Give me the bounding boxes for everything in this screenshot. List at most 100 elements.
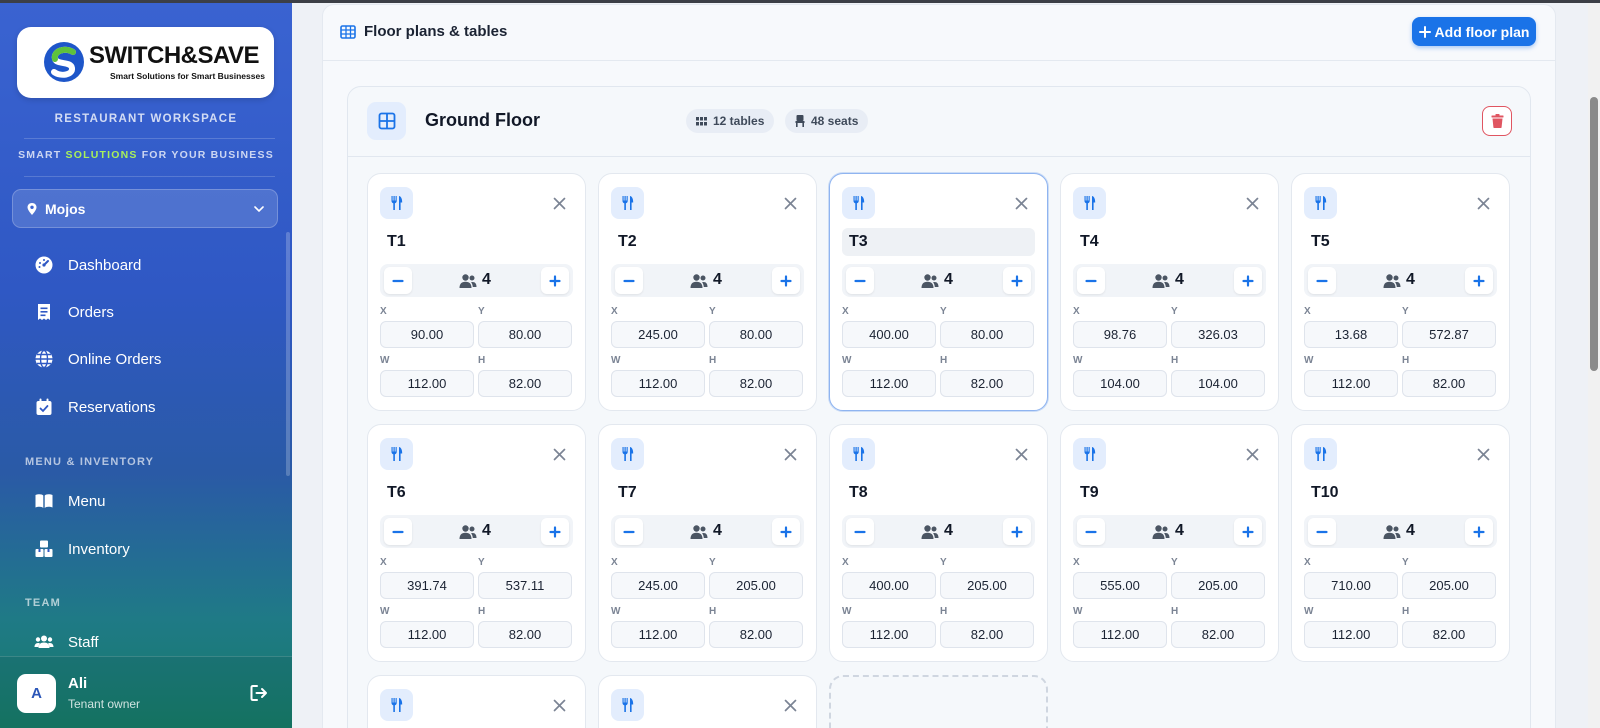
w-input[interactable]: 112.00 bbox=[1073, 621, 1167, 648]
y-input[interactable]: 80.00 bbox=[940, 321, 1034, 348]
close-icon[interactable] bbox=[1477, 448, 1490, 461]
delete-floor-button[interactable] bbox=[1482, 106, 1512, 136]
table-card[interactable]: T3 4 X Y 400.00 80.00 W H 112.00 82.00 bbox=[829, 173, 1048, 411]
table-card[interactable]: T10 4 X Y 710.00 205.00 W H 112.00 82.00 bbox=[1291, 424, 1510, 662]
increase-seats-button[interactable] bbox=[541, 267, 569, 294]
table-name-input[interactable]: T5 bbox=[1311, 233, 1330, 250]
close-icon[interactable] bbox=[553, 448, 566, 461]
increase-seats-button[interactable] bbox=[541, 518, 569, 545]
nav-staff[interactable]: Staff bbox=[34, 627, 99, 657]
w-input[interactable]: 112.00 bbox=[380, 621, 474, 648]
decrease-seats-button[interactable] bbox=[1308, 267, 1336, 294]
table-name-input[interactable]: T8 bbox=[849, 484, 868, 501]
table-name-input[interactable]: T1 bbox=[387, 233, 406, 250]
x-input[interactable]: 391.74 bbox=[380, 572, 474, 599]
increase-seats-button[interactable] bbox=[1465, 267, 1493, 294]
table-card[interactable] bbox=[367, 675, 586, 728]
h-input[interactable]: 82.00 bbox=[940, 370, 1034, 397]
close-icon[interactable] bbox=[553, 699, 566, 712]
close-icon[interactable] bbox=[784, 699, 797, 712]
x-input[interactable]: 400.00 bbox=[842, 321, 936, 348]
x-input[interactable]: 245.00 bbox=[611, 321, 705, 348]
avatar[interactable]: A bbox=[17, 674, 56, 713]
x-input[interactable]: 710.00 bbox=[1304, 572, 1398, 599]
h-input[interactable]: 82.00 bbox=[478, 621, 572, 648]
decrease-seats-button[interactable] bbox=[1077, 518, 1105, 545]
h-input[interactable]: 82.00 bbox=[709, 621, 803, 648]
y-input[interactable]: 80.00 bbox=[478, 321, 572, 348]
table-card[interactable]: T6 4 X Y 391.74 537.11 W H 112.00 82.00 bbox=[367, 424, 586, 662]
close-icon[interactable] bbox=[1246, 448, 1259, 461]
close-icon[interactable] bbox=[1477, 197, 1490, 210]
close-icon[interactable] bbox=[784, 197, 797, 210]
y-input[interactable]: 205.00 bbox=[1171, 572, 1265, 599]
x-input[interactable]: 555.00 bbox=[1073, 572, 1167, 599]
w-input[interactable]: 112.00 bbox=[611, 370, 705, 397]
w-input[interactable]: 112.00 bbox=[1304, 621, 1398, 648]
x-input[interactable]: 400.00 bbox=[842, 572, 936, 599]
close-icon[interactable] bbox=[784, 448, 797, 461]
y-input[interactable]: 537.11 bbox=[478, 572, 572, 599]
decrease-seats-button[interactable] bbox=[615, 518, 643, 545]
table-card[interactable]: T2 4 X Y 245.00 80.00 W H 112.00 82.00 bbox=[598, 173, 817, 411]
increase-seats-button[interactable] bbox=[1465, 518, 1493, 545]
y-input[interactable]: 205.00 bbox=[1402, 572, 1496, 599]
increase-seats-button[interactable] bbox=[1003, 267, 1031, 294]
nav-orders[interactable]: Orders bbox=[34, 297, 114, 327]
decrease-seats-button[interactable] bbox=[846, 267, 874, 294]
increase-seats-button[interactable] bbox=[1234, 518, 1262, 545]
table-name-input[interactable]: T4 bbox=[1080, 233, 1099, 250]
y-input[interactable]: 80.00 bbox=[709, 321, 803, 348]
location-select[interactable]: Mojos bbox=[12, 189, 278, 228]
add-floor-plan-button[interactable]: Add floor plan bbox=[1412, 17, 1536, 46]
decrease-seats-button[interactable] bbox=[384, 267, 412, 294]
decrease-seats-button[interactable] bbox=[1077, 267, 1105, 294]
h-input[interactable]: 82.00 bbox=[709, 370, 803, 397]
nav-menu[interactable]: Menu bbox=[34, 486, 106, 516]
x-input[interactable]: 98.76 bbox=[1073, 321, 1167, 348]
increase-seats-button[interactable] bbox=[772, 518, 800, 545]
h-input[interactable]: 82.00 bbox=[1171, 621, 1265, 648]
table-card[interactable] bbox=[598, 675, 817, 728]
add-table-placeholder[interactable] bbox=[829, 675, 1048, 728]
increase-seats-button[interactable] bbox=[1234, 267, 1262, 294]
table-name-input[interactable]: T7 bbox=[618, 484, 637, 501]
close-icon[interactable] bbox=[1015, 197, 1028, 210]
w-input[interactable]: 112.00 bbox=[380, 370, 474, 397]
close-icon[interactable] bbox=[1015, 448, 1028, 461]
x-input[interactable]: 245.00 bbox=[611, 572, 705, 599]
table-card[interactable]: T1 4 X Y 90.00 80.00 W H 112.00 82.00 bbox=[367, 173, 586, 411]
close-icon[interactable] bbox=[1246, 197, 1259, 210]
nav-reservations[interactable]: Reservations bbox=[34, 392, 156, 422]
table-card[interactable]: T5 4 X Y 13.68 572.87 W H 112.00 82.00 bbox=[1291, 173, 1510, 411]
w-input[interactable]: 112.00 bbox=[842, 621, 936, 648]
h-input[interactable]: 82.00 bbox=[478, 370, 572, 397]
h-input[interactable]: 82.00 bbox=[1402, 621, 1496, 648]
x-input[interactable]: 13.68 bbox=[1304, 321, 1398, 348]
decrease-seats-button[interactable] bbox=[1308, 518, 1336, 545]
table-card[interactable]: T4 4 X Y 98.76 326.03 W H 104.00 104.00 bbox=[1060, 173, 1279, 411]
h-input[interactable]: 82.00 bbox=[1402, 370, 1496, 397]
increase-seats-button[interactable] bbox=[1003, 518, 1031, 545]
table-name-input[interactable]: T3 bbox=[842, 228, 1035, 256]
close-icon[interactable] bbox=[553, 197, 566, 210]
w-input[interactable]: 112.00 bbox=[1304, 370, 1398, 397]
nav-dashboard[interactable]: Dashboard bbox=[34, 250, 141, 280]
y-input[interactable]: 326.03 bbox=[1171, 321, 1265, 348]
y-input[interactable]: 205.00 bbox=[709, 572, 803, 599]
y-input[interactable]: 205.00 bbox=[940, 572, 1034, 599]
brand-logo[interactable]: SWITCH&SAVE Smart Solutions for Smart Bu… bbox=[17, 27, 274, 98]
h-input[interactable]: 104.00 bbox=[1171, 370, 1265, 397]
w-input[interactable]: 112.00 bbox=[611, 621, 705, 648]
nav-inventory[interactable]: Inventory bbox=[34, 534, 130, 564]
sidebar-scrollbar[interactable] bbox=[286, 232, 290, 476]
table-card[interactable]: T7 4 X Y 245.00 205.00 W H 112.00 82.00 bbox=[598, 424, 817, 662]
table-name-input[interactable]: T10 bbox=[1311, 484, 1339, 501]
logout-icon[interactable] bbox=[249, 683, 269, 703]
w-input[interactable]: 104.00 bbox=[1073, 370, 1167, 397]
table-name-input[interactable]: T6 bbox=[387, 484, 406, 501]
decrease-seats-button[interactable] bbox=[384, 518, 412, 545]
decrease-seats-button[interactable] bbox=[846, 518, 874, 545]
increase-seats-button[interactable] bbox=[772, 267, 800, 294]
table-name-input[interactable]: T9 bbox=[1080, 484, 1099, 501]
